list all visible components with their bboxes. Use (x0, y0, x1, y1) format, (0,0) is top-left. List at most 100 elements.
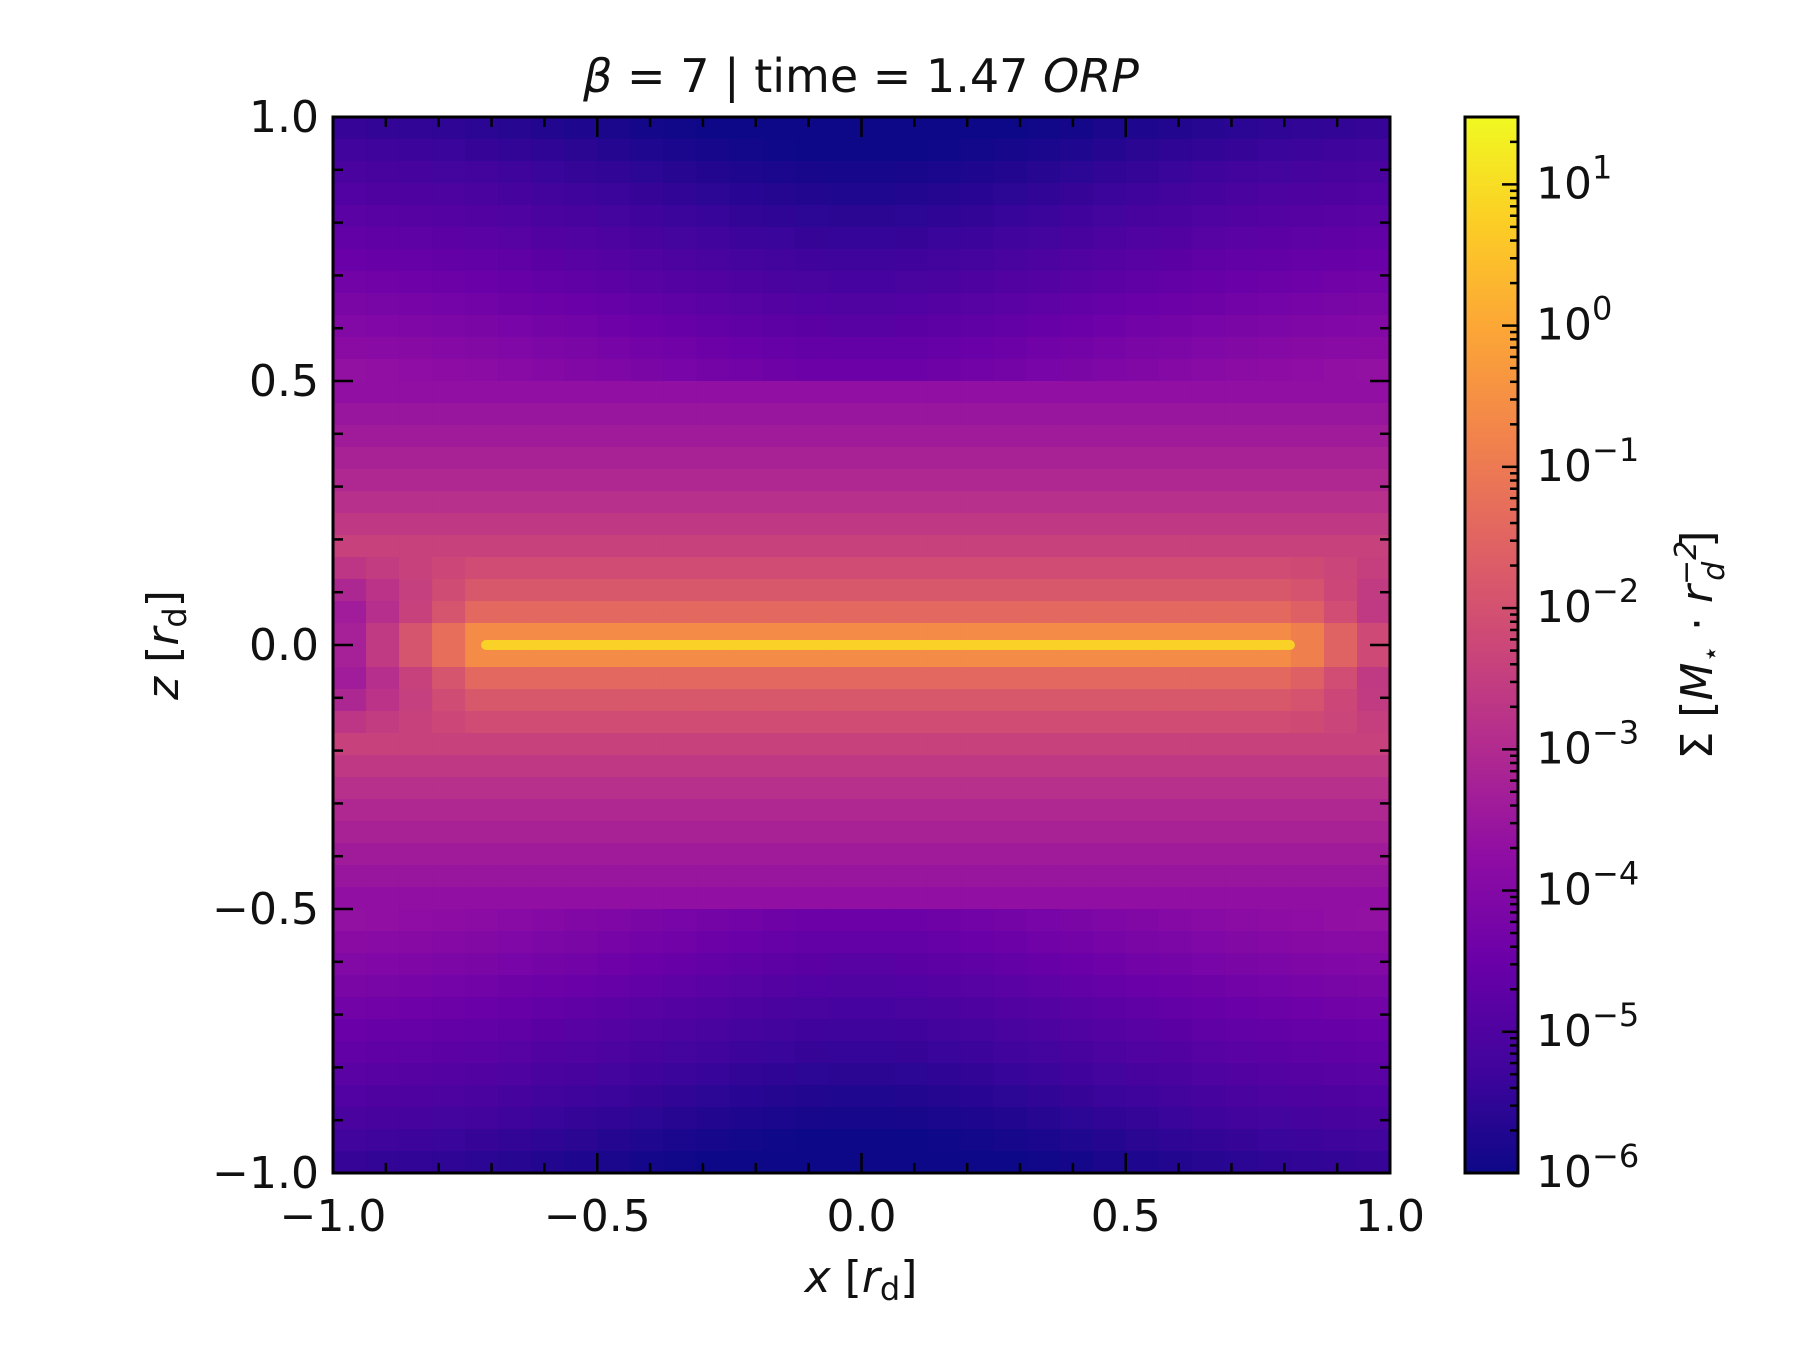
heatmap-cell (1125, 359, 1160, 382)
heatmap-cell (432, 491, 466, 514)
heatmap-cell (1356, 975, 1390, 998)
heatmap-cell (465, 1085, 499, 1108)
heatmap-cell (1191, 777, 1226, 800)
heatmap-cell (531, 777, 565, 800)
heatmap-cell (531, 139, 565, 162)
heatmap-cell (1290, 469, 1325, 492)
heatmap-cell (1257, 425, 1292, 448)
heatmap-cell (993, 1063, 1028, 1086)
heatmap-cell (696, 1151, 730, 1173)
heatmap-cell (1125, 161, 1160, 184)
heatmap-cell (1158, 1041, 1193, 1064)
heatmap-cell (1059, 557, 1094, 580)
heatmap-cell (1323, 491, 1358, 514)
heatmap-cell (729, 425, 764, 448)
heatmap-cell (399, 227, 433, 250)
heatmap-cell (630, 821, 664, 844)
heatmap-cell (828, 1085, 863, 1108)
heatmap-cell (1257, 777, 1292, 800)
heatmap-cell (663, 689, 697, 712)
heatmap-cell (927, 425, 962, 448)
heatmap-cell (333, 1041, 367, 1064)
heatmap-cell (960, 425, 995, 448)
heatmap-cell (1224, 645, 1259, 668)
heatmap-cell (729, 161, 764, 184)
heatmap-cell (1092, 513, 1127, 536)
heatmap-cell (795, 909, 830, 932)
heatmap-cell (960, 887, 995, 910)
heatmap-cell (366, 931, 400, 954)
heatmap-cell (531, 711, 565, 734)
heatmap-cell (498, 513, 532, 536)
heatmap-cell (894, 953, 929, 976)
heatmap-cell (399, 821, 433, 844)
heatmap-cell (762, 1063, 797, 1086)
heatmap-cell (861, 645, 896, 668)
heatmap-cell (960, 1041, 995, 1064)
heatmap-cell (1092, 183, 1127, 206)
heatmap-cell (795, 953, 830, 976)
heatmap-cell (1125, 139, 1160, 162)
heatmap-cell (663, 799, 697, 822)
heatmap-cell (960, 491, 995, 514)
heatmap-cell (993, 799, 1028, 822)
heatmap-cell (729, 689, 764, 712)
heatmap-cell (927, 689, 962, 712)
heatmap-cell (927, 909, 962, 932)
heatmap-cell (1290, 1063, 1325, 1086)
heatmap-cell (663, 887, 697, 910)
heatmap-cell (861, 601, 896, 624)
heatmap-cell (927, 293, 962, 316)
heatmap-cell (1191, 425, 1226, 448)
heatmap-cell (1125, 843, 1160, 866)
heatmap-cell (1356, 645, 1390, 668)
heatmap-cell (861, 359, 896, 382)
heatmap-cell (729, 843, 764, 866)
heatmap-cell (366, 139, 400, 162)
heatmap-cell (663, 447, 697, 470)
heatmap-cell (993, 425, 1028, 448)
heatmap-cell (1125, 491, 1160, 514)
heatmap-cell (894, 931, 929, 954)
heatmap-cell (1323, 1107, 1358, 1130)
heatmap-cell (399, 1019, 433, 1042)
heatmap-cell (795, 249, 830, 272)
heatmap-cell (432, 161, 466, 184)
heatmap-cell (696, 183, 730, 206)
heatmap-cell (597, 293, 631, 316)
heatmap-cell (663, 535, 697, 558)
heatmap-cell (894, 447, 929, 470)
heatmap-cell (894, 1151, 929, 1173)
heatmap-cell (1224, 227, 1259, 250)
heatmap-cell (1224, 909, 1259, 932)
heatmap-cell (465, 821, 499, 844)
heatmap-cell (1290, 249, 1325, 272)
heatmap-cell (531, 293, 565, 316)
heatmap-cell (333, 513, 367, 536)
heatmap-cell (1026, 909, 1061, 932)
heatmap-cell (762, 821, 797, 844)
heatmap-cell (597, 535, 631, 558)
heatmap-cell (333, 227, 367, 250)
heatmap-cell (828, 953, 863, 976)
heatmap-cell (564, 755, 598, 778)
heatmap-cell (927, 865, 962, 888)
heatmap-cell (1092, 953, 1127, 976)
heatmap-cell (1092, 1151, 1127, 1173)
heatmap-cell (1125, 799, 1160, 822)
heatmap-cell (1026, 975, 1061, 998)
heatmap-cell (630, 205, 664, 228)
heatmap-cell (1059, 117, 1094, 140)
heatmap-cell (1323, 139, 1358, 162)
heatmap-cell (894, 865, 929, 888)
heatmap-cell (1158, 997, 1193, 1020)
heatmap-cell (564, 997, 598, 1020)
heatmap-cell (630, 711, 664, 734)
heatmap-cell (1257, 271, 1292, 294)
heatmap-cell (630, 1085, 664, 1108)
heatmap-cell (960, 535, 995, 558)
heatmap-cell (1158, 1019, 1193, 1042)
heatmap-cell (960, 667, 995, 690)
heatmap-cell (1158, 623, 1193, 646)
heatmap-cell (597, 359, 631, 382)
